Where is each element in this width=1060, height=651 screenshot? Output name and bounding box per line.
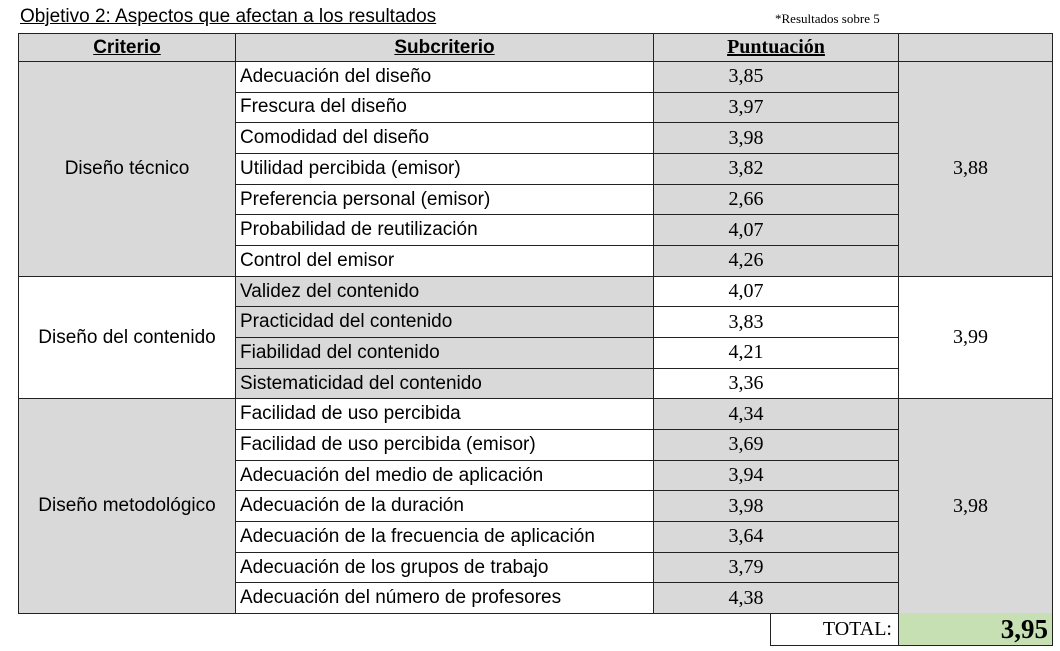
puntuacion-cell: 4,38	[653, 582, 899, 615]
subcriterio-cell: Adecuación del número de profesores	[235, 582, 654, 615]
subcriterio-cell: Adecuación de los grupos de trabajo	[235, 551, 654, 584]
puntuacion-cell: 3,82	[653, 153, 899, 185]
average-cell: 3,99	[898, 275, 1053, 400]
header-cell: Puntuación	[653, 33, 899, 62]
subcriterio-cell: Comodidad del diseño	[235, 122, 654, 154]
subcriterio-cell: Frescura del diseño	[235, 91, 654, 124]
puntuacion-cell: 4,07	[653, 214, 899, 246]
subcriterio-cell: Adecuación del diseño	[235, 61, 654, 93]
header-cell: Subcriterio	[235, 33, 654, 62]
subcriterio-cell: Adecuación del medio de aplicación	[235, 459, 654, 492]
puntuacion-cell: 3,64	[653, 521, 899, 553]
puntuacion-cell: 2,66	[653, 183, 899, 216]
subcriterio-cell: Adecuación de la duración	[235, 490, 654, 523]
puntuacion-cell: 3,97	[653, 91, 899, 124]
puntuacion-cell: 3,98	[653, 122, 899, 154]
criterio-cell: Diseño técnico	[18, 61, 236, 277]
puntuacion-cell: 3,98	[653, 490, 899, 523]
subcriterio-cell: Preferencia personal (emisor)	[235, 183, 654, 216]
subcriterio-cell: Validez del contenido	[235, 275, 654, 308]
subcriterio-cell: Utilidad percibida (emisor)	[235, 153, 654, 185]
puntuacion-cell: 4,34	[653, 398, 899, 431]
total-label: TOTAL:	[770, 613, 899, 647]
subcriterio-cell: Practicidad del contenido	[235, 306, 654, 339]
total-value: 3,95	[898, 613, 1053, 647]
title: Objetivo 2: Aspectos que afectan a los r…	[20, 6, 437, 27]
puntuacion-cell: 4,21	[653, 337, 899, 369]
subcriterio-cell: Fiabilidad del contenido	[235, 337, 654, 369]
note: *Resultados sobre 5	[775, 11, 880, 26]
subcriterio-cell: Facilidad de uso percibida	[235, 398, 654, 431]
subcriterio-cell: Facilidad de uso percibida (emisor)	[235, 429, 654, 461]
puntuacion-cell: 3,79	[653, 551, 899, 584]
subcriterio-cell: Adecuación de la frecuencia de aplicació…	[235, 521, 654, 553]
puntuacion-cell: 4,07	[653, 275, 899, 308]
header-cell: Criterio	[18, 33, 236, 62]
puntuacion-cell: 4,26	[653, 245, 899, 277]
subcriterio-cell: Control del emisor	[235, 245, 654, 277]
header-cell	[898, 33, 1053, 62]
puntuacion-cell: 3,94	[653, 459, 899, 492]
subcriterio-cell: Sistematicidad del contenido	[235, 367, 654, 400]
puntuacion-cell: 3,36	[653, 367, 899, 400]
puntuacion-cell: 3,83	[653, 306, 899, 339]
criterio-cell: Diseño del contenido	[18, 275, 236, 400]
subcriterio-cell: Probabilidad de reutilización	[235, 214, 654, 246]
puntuacion-cell: 3,85	[653, 61, 899, 93]
average-cell: 3,98	[898, 398, 1053, 615]
puntuacion-cell: 3,69	[653, 429, 899, 461]
average-cell: 3,88	[898, 61, 1053, 277]
criterio-cell: Diseño metodológico	[18, 398, 236, 615]
